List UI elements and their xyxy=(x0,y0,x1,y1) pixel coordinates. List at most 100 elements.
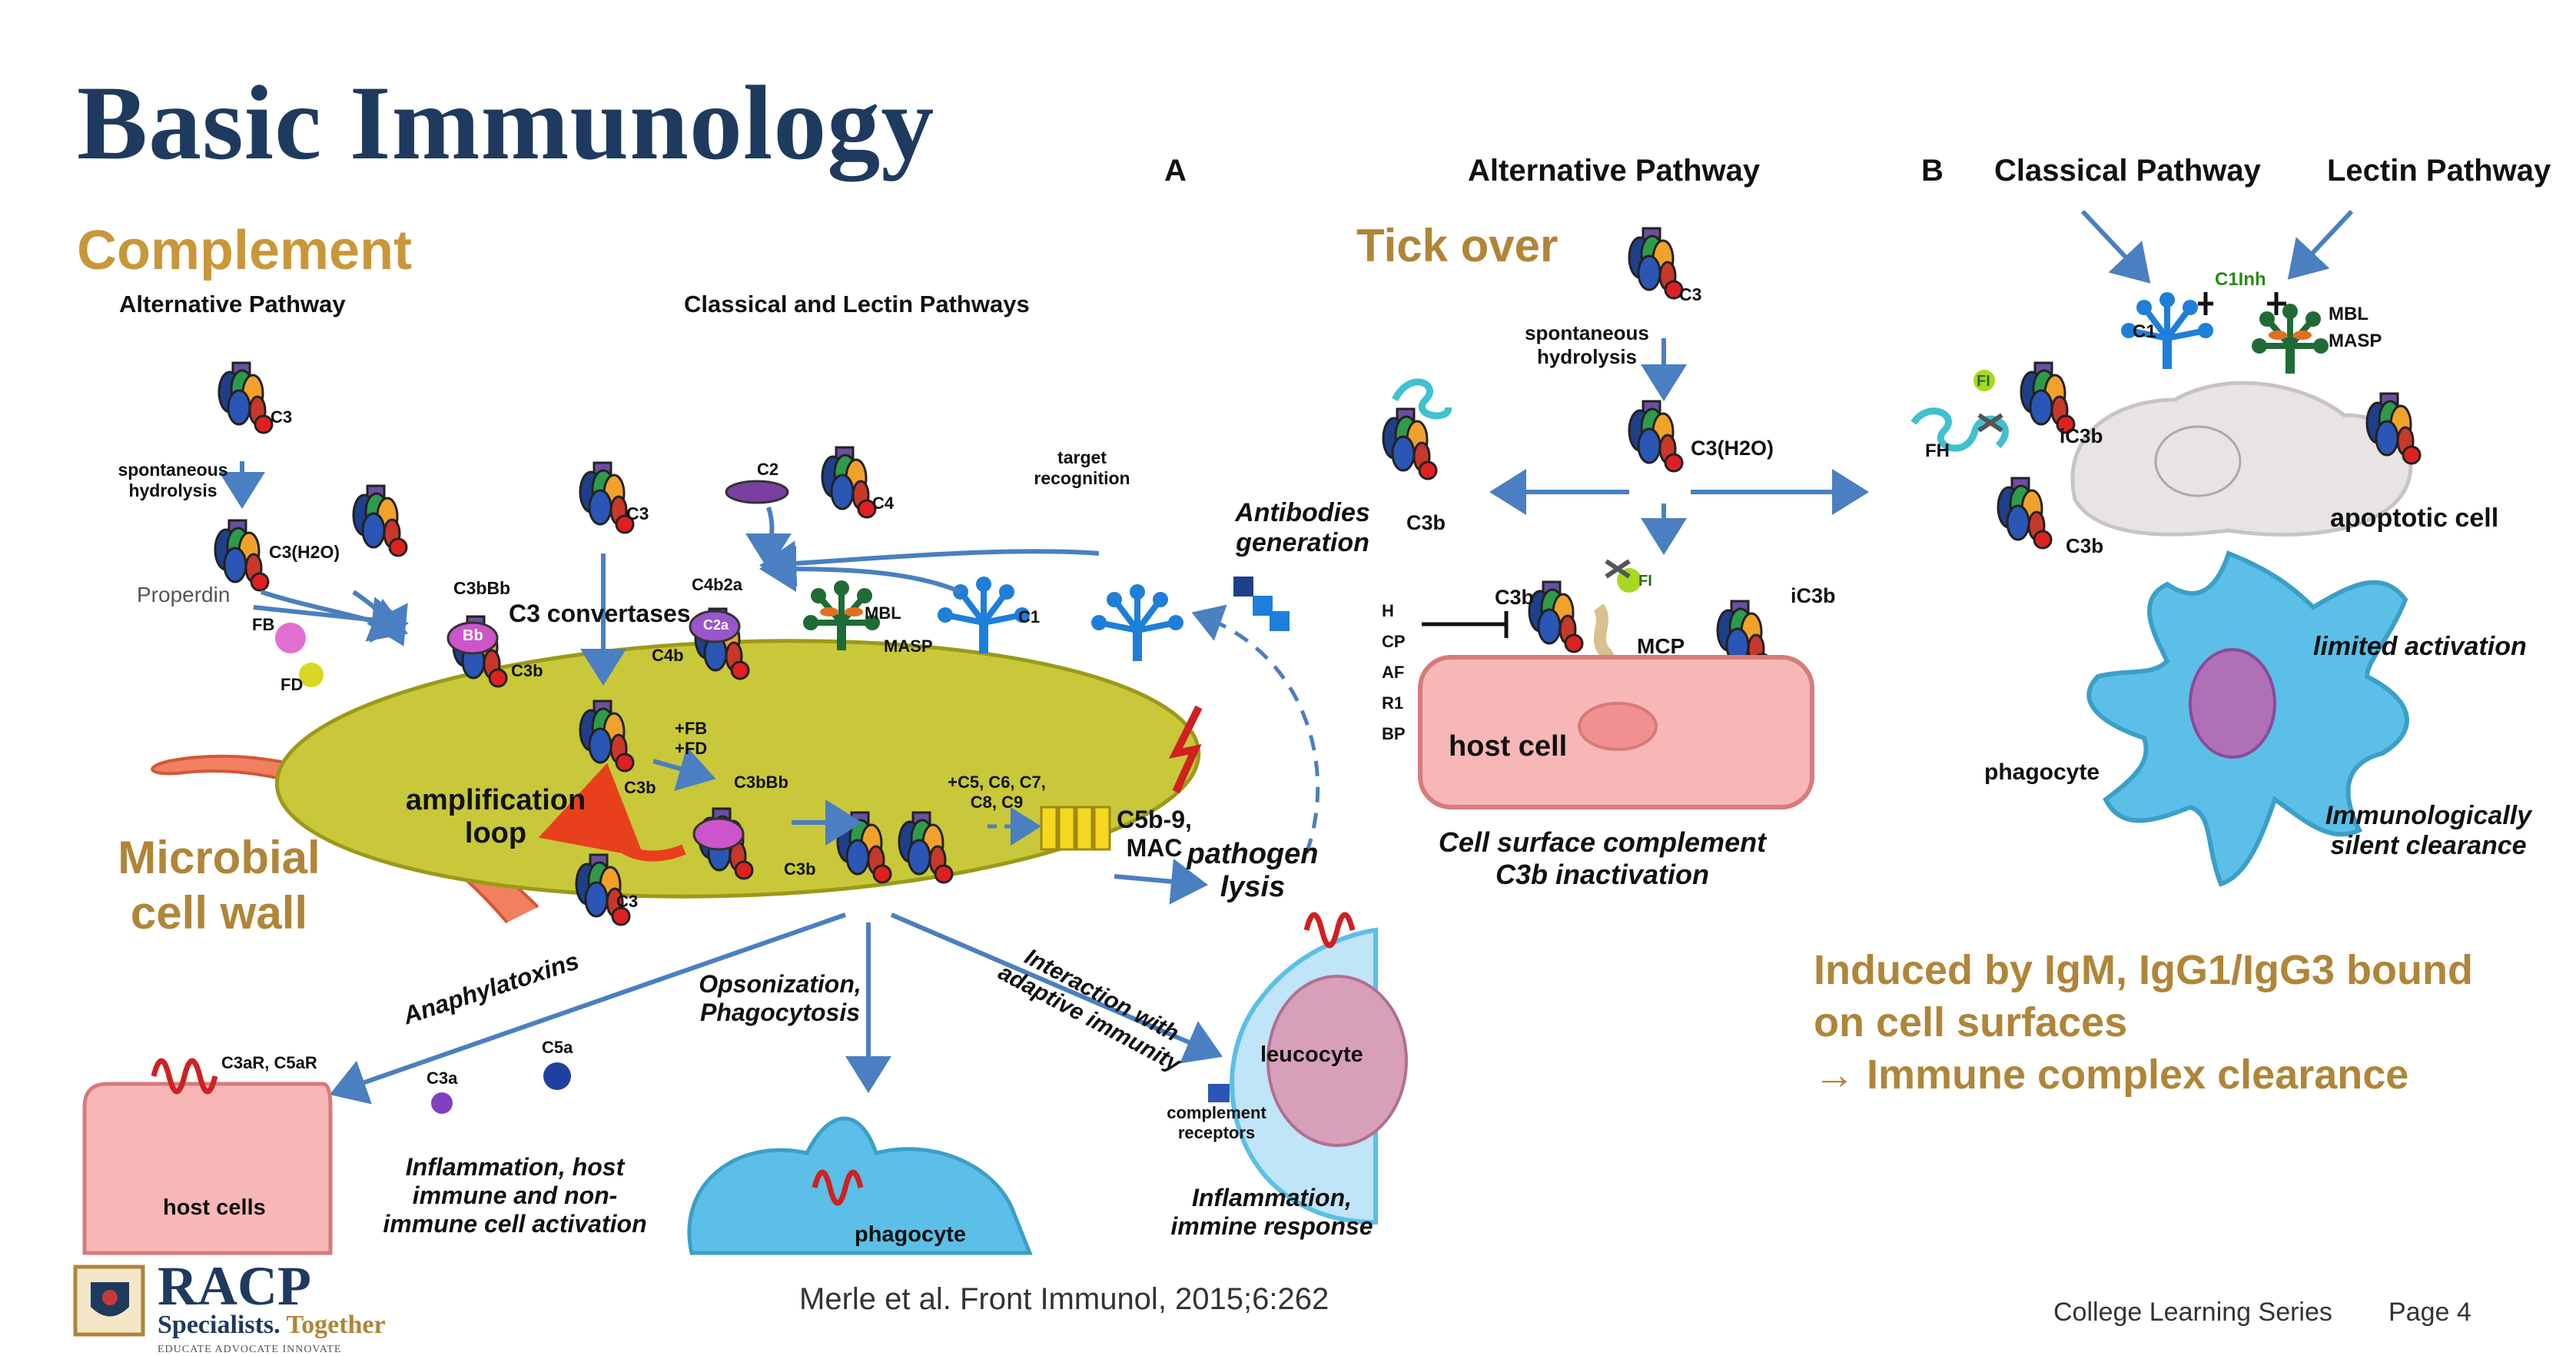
lysis-bolt-icon xyxy=(1168,705,1203,794)
c3b-label: C3b xyxy=(511,661,543,680)
c3-molecule-icon xyxy=(1628,227,1684,300)
terminal-components-label: +C5, C6, C7, C8, C9 xyxy=(948,773,1046,812)
antibodies-icon xyxy=(1233,577,1290,631)
racp-logo-name: RACP xyxy=(158,1255,311,1317)
fd-label: FD xyxy=(281,675,304,694)
host-cells-shape xyxy=(82,1082,333,1255)
c2-label: C2 xyxy=(757,460,779,479)
c4-molecule-icon xyxy=(821,446,877,519)
complement-receptors-label: complement receptors xyxy=(1167,1103,1266,1142)
mid-c3h2o-label: C3(H2O) xyxy=(1691,437,1774,460)
apoptotic-cell-nucleus xyxy=(2154,425,2242,497)
inflammation-label-2: Inflammation, immine response xyxy=(1170,1184,1373,1240)
microbial-cell-wall-label: Microbial cell wall xyxy=(118,832,320,939)
regulators-list: H CP AF R1 BP xyxy=(1382,596,1406,749)
fd-icon xyxy=(299,663,324,687)
mid-alt-pathway-header: Alternative Pathway xyxy=(1468,154,1761,188)
pathogen-lysis-label: pathogen lysis xyxy=(1187,838,1319,903)
c2-molecule-icon xyxy=(725,480,789,504)
spontaneous-hydrolysis-label: spontaneous hydrolysis xyxy=(118,460,228,500)
panel-mid-arrows xyxy=(1489,338,1869,555)
b-masp-label: MASP xyxy=(2329,331,2382,351)
c3h2o-molecule-icon xyxy=(214,519,270,592)
c1inh-label: C1Inh xyxy=(2215,269,2266,290)
b-ic3b-label: iC3b xyxy=(2060,424,2103,447)
c3a-label: C3a xyxy=(427,1069,458,1088)
induced-line-2: on cell surfaces xyxy=(1814,999,2128,1045)
fh-tangle-icon xyxy=(1391,378,1452,420)
mcp-label: MCP xyxy=(1637,634,1685,658)
bb-molecule-icon xyxy=(692,817,745,851)
c3bbb-label-2: C3bBb xyxy=(734,773,788,792)
amplification-loop-label: amplification loop xyxy=(405,784,586,849)
racp-tagline-1: Specialists. xyxy=(158,1311,281,1339)
c3h2o-molecule-icon xyxy=(1628,400,1684,473)
c3-label: C3 xyxy=(271,407,293,427)
alt-pathway-header: Alternative Pathway xyxy=(119,291,346,317)
regulator-item: H xyxy=(1382,601,1394,620)
c2a-label: C2a xyxy=(703,617,729,633)
mac-pore-icon xyxy=(1040,806,1111,851)
opsonization-label: Opsonization, Phagocytosis xyxy=(699,970,861,1026)
mbl-label: MBL xyxy=(865,603,901,623)
regulator-item: AF xyxy=(1382,663,1405,682)
fi-icon xyxy=(1973,370,1995,391)
antibodies-generation-label: Antibodies generation xyxy=(1235,498,1370,557)
panel-b-label: B xyxy=(1921,154,1944,188)
induced-line-1: Induced by IgM, IgG1/IgG3 bound xyxy=(1814,947,2473,993)
page-title: Basic Immunology xyxy=(77,64,935,181)
b-mbl-label: MBL xyxy=(2329,304,2369,324)
ic3b-molecule-icon xyxy=(2020,361,2076,434)
bb-molecule-icon xyxy=(446,621,499,655)
racp-tagline: Specialists. Together xyxy=(158,1311,386,1340)
mid-c3-label: C3 xyxy=(1679,284,1702,304)
leucocyte-label: leucocyte xyxy=(1260,1042,1363,1067)
c3-molecule-icon xyxy=(579,461,635,534)
panel-b-arrows xyxy=(2080,209,2354,284)
classical-pathway-header: Classical Pathway xyxy=(1994,154,2261,188)
phagocyte-label-a: phagocyte xyxy=(855,1222,967,1247)
racp-motto: EDUCATE ADVOCATE INNOVATE xyxy=(158,1344,342,1355)
fb-icon xyxy=(275,623,306,653)
c1-label: C1 xyxy=(1018,607,1041,626)
c1inh-inhibition-icon xyxy=(2267,292,2286,315)
c1-antibody-complex-icon xyxy=(1091,584,1183,661)
mid-caption: Cell surface complement C3b inactivation xyxy=(1438,826,1767,890)
b-fi-label: FI xyxy=(1977,373,1990,390)
antibody-dashed-arrow xyxy=(1191,604,1320,854)
c4b2a-label: C4b2a xyxy=(692,575,743,594)
limited-activation-label: limited activation xyxy=(2313,632,2527,661)
complement-receptor-icon xyxy=(1208,1084,1230,1102)
c3h2o-label: C3(H2O) xyxy=(269,542,340,562)
mid-ic3b-label: iC3b xyxy=(1791,584,1836,607)
leucocyte-nucleus xyxy=(1266,975,1408,1147)
c4b-label: C4b xyxy=(652,646,684,665)
c3ar-receptor-icon xyxy=(151,1058,218,1095)
masp-label: MASP xyxy=(884,636,933,656)
c5a-icon xyxy=(543,1062,571,1090)
regulator-item: BP xyxy=(1382,724,1406,743)
c3-molecule-icon xyxy=(217,361,274,434)
c3b-bound-icon xyxy=(1528,580,1584,653)
amplification-loop-arrow xyxy=(538,763,686,862)
panel-a-label: A xyxy=(1164,154,1187,188)
section-subtitle: Complement xyxy=(77,220,413,281)
c3a-icon xyxy=(431,1092,453,1114)
c3ar-c5ar-label: C3aR, C5aR xyxy=(221,1053,317,1072)
host-cells-label: host cells xyxy=(163,1195,266,1220)
b-phagocyte-label: phagocyte xyxy=(1984,759,2100,785)
properdin-label: Properdin xyxy=(137,583,231,607)
scissors-icon xyxy=(1605,559,1631,579)
plus-fb-fd-label: +FB +FD xyxy=(675,719,708,758)
silent-clearance-label: Immunologically silent clearance xyxy=(2325,801,2532,860)
panel-a-arrows xyxy=(219,461,1223,1105)
apoptotic-cell-label: apoptotic cell xyxy=(2330,504,2499,533)
regulator-item: R1 xyxy=(1382,693,1404,713)
phagocyte-receptor-icon xyxy=(812,1169,864,1206)
leucocyte-receptor-icon xyxy=(1303,912,1356,949)
racp-logo-crest xyxy=(73,1265,145,1337)
citation: Merle et al. Front Immunol, 2015;6:262 xyxy=(799,1282,1329,1316)
regulator-item: CP xyxy=(1382,632,1406,651)
tick-over-label: Tick over xyxy=(1356,220,1559,271)
